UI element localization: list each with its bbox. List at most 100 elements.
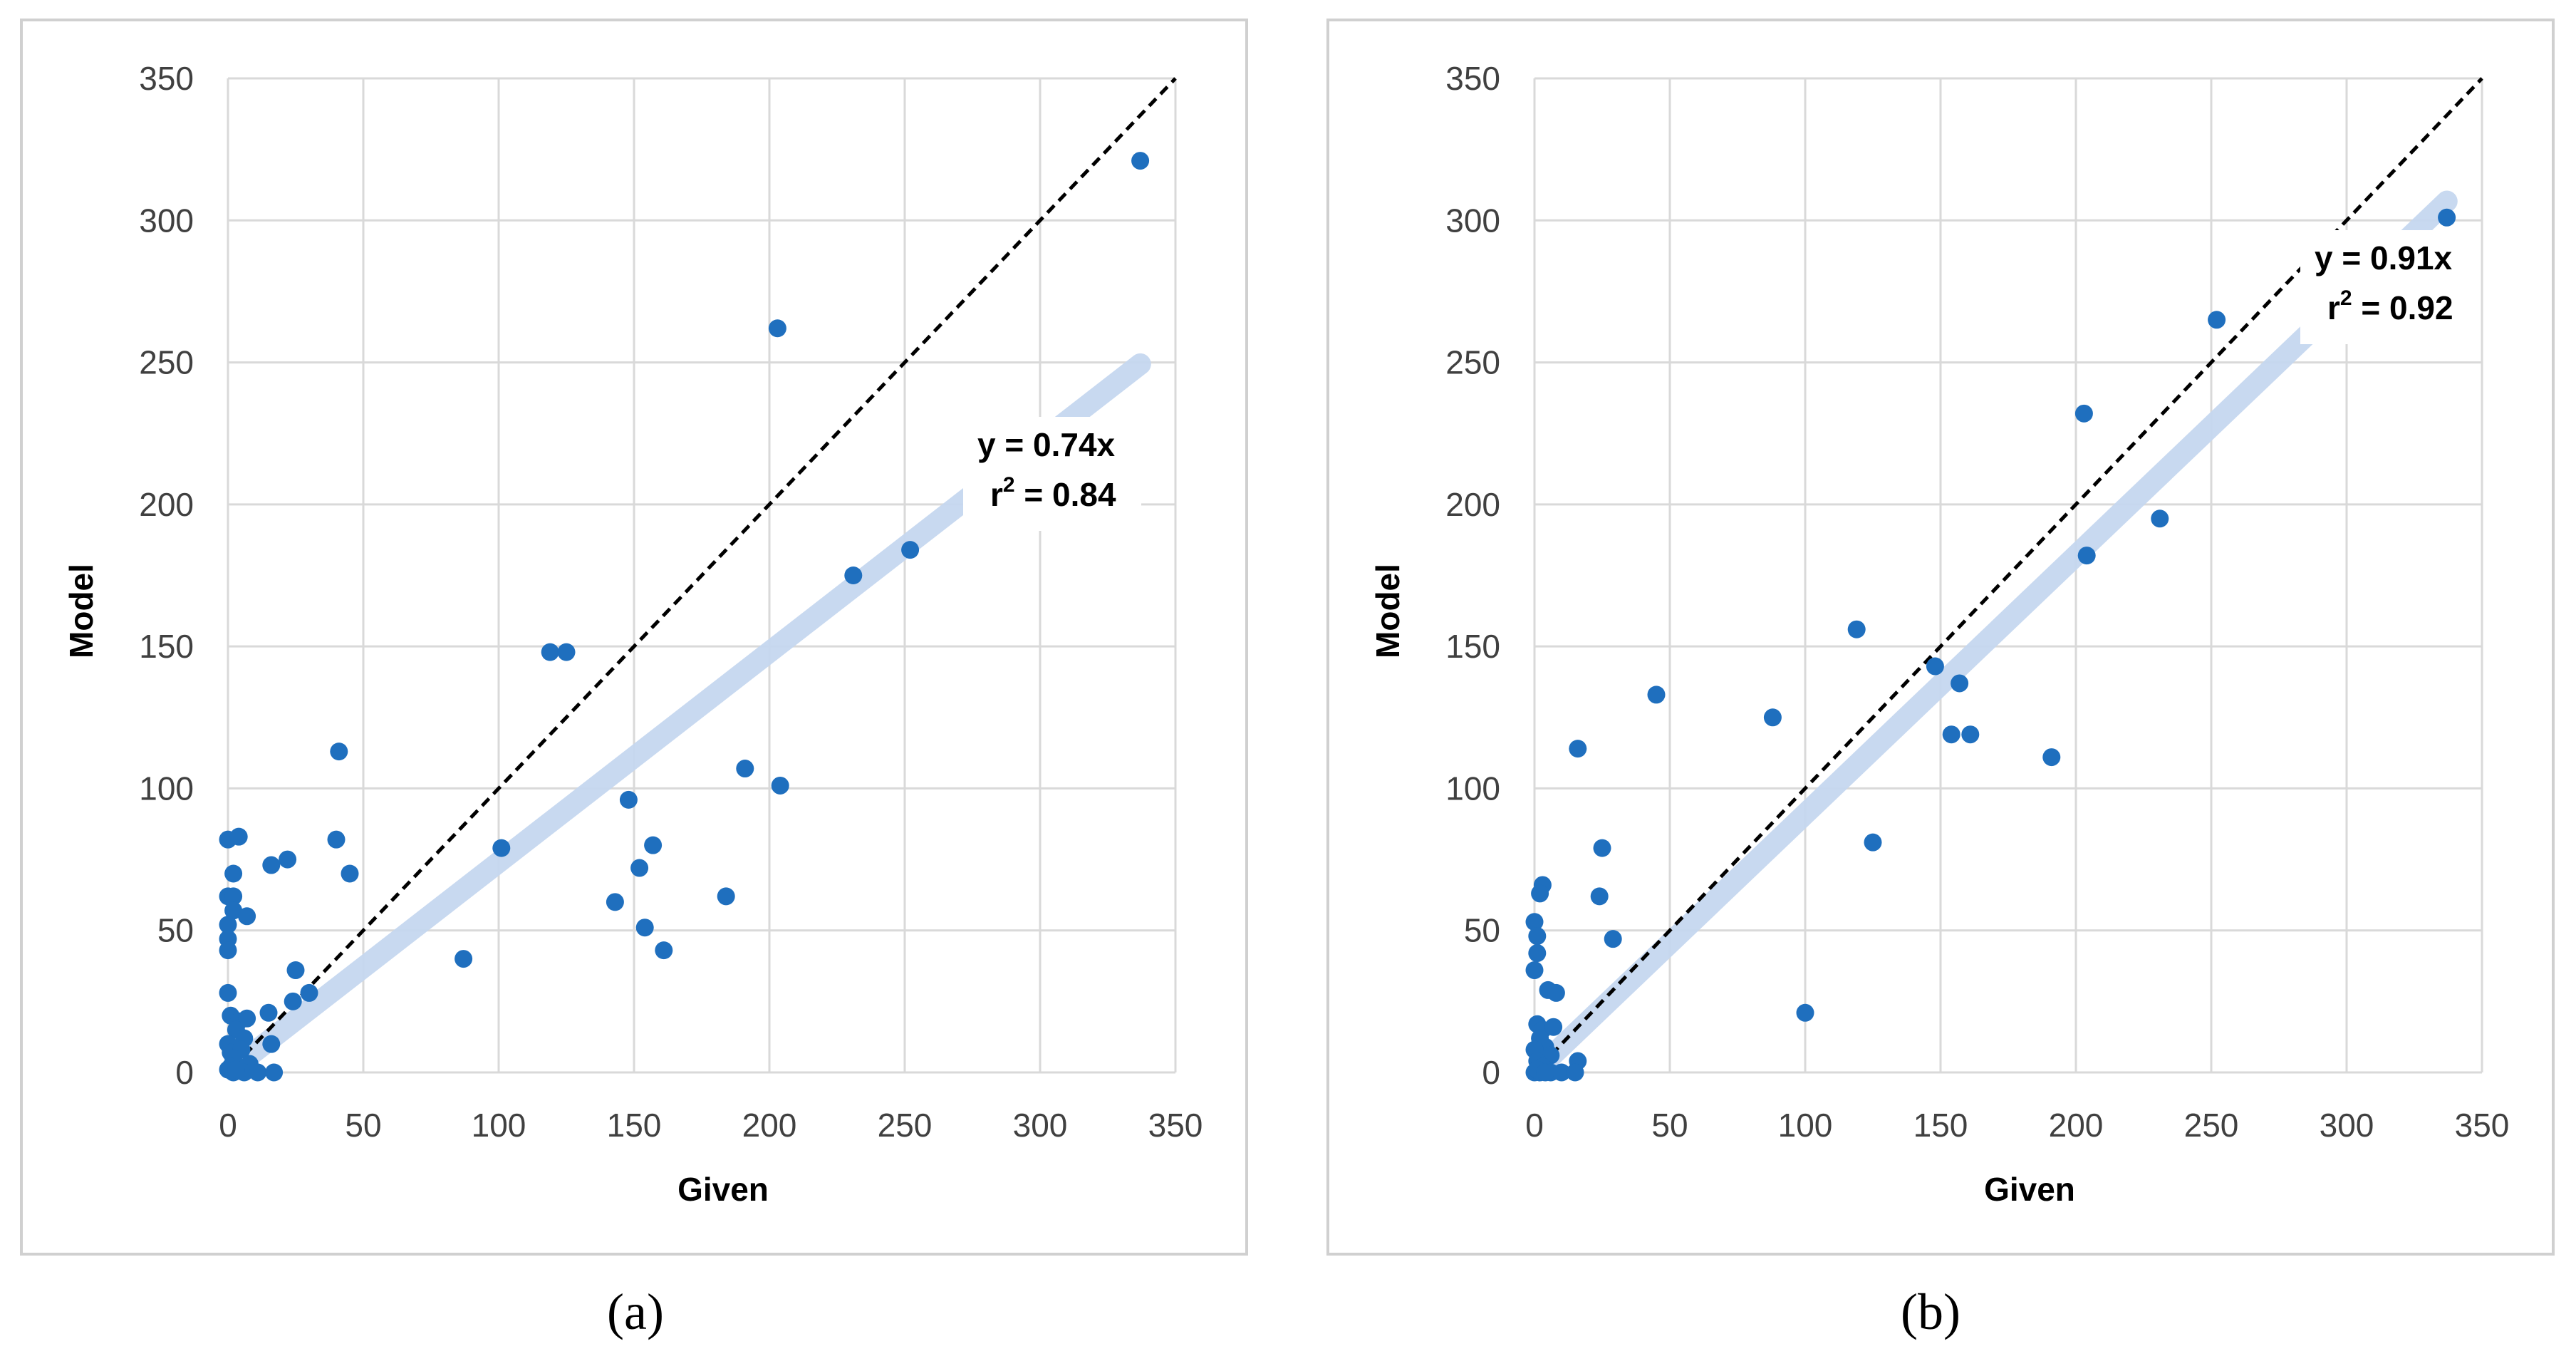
- chart-b-point-21: [1525, 913, 1544, 931]
- chart-b-xtick-250: 250: [2184, 1107, 2239, 1144]
- chart-b-point-22: [1528, 927, 1547, 946]
- chart-b-point-0: [2438, 208, 2456, 227]
- chart-a-point-29: [219, 916, 237, 934]
- chart-b-trendline: [1532, 190, 2458, 1076]
- chart-a-ytick-50: 50: [157, 912, 194, 949]
- chart-a-xtick-250: 250: [878, 1107, 933, 1144]
- chart-a-point-10: [492, 839, 511, 857]
- chart-a-point-34: [284, 992, 302, 1010]
- chart-a-point-19: [224, 864, 243, 883]
- chart-a-point-27: [224, 901, 243, 920]
- chart-b-ytick-0: 0: [1482, 1054, 1500, 1091]
- chart-a-point-12: [327, 830, 346, 849]
- chart-a-point-26: [224, 887, 243, 906]
- chart-a-point-52: [265, 1063, 284, 1082]
- chart-b-xtick-150: 150: [1913, 1107, 1968, 1144]
- chart-b-xtick-0: 0: [1525, 1107, 1544, 1144]
- chart-a-ytick-250: 250: [139, 344, 194, 381]
- chart-b-xtick-100: 100: [1778, 1107, 1833, 1144]
- chart-a-point-16: [630, 859, 649, 877]
- chart-a-xtick-350: 350: [1148, 1107, 1203, 1144]
- chart-b-point-9: [1961, 725, 1980, 744]
- chart-a-equation-bg: [963, 417, 1141, 531]
- chart-a-point-21: [606, 893, 624, 911]
- chart-b-point-14: [1864, 833, 1882, 852]
- chart-a-point-32: [286, 961, 305, 980]
- chart-a-xtick-100: 100: [472, 1107, 526, 1144]
- chart-a-point-28: [238, 907, 256, 926]
- chart-a-svg: 0 50 100 150 200 250 300 350 0 50 100 150 200 250 300 3…: [20, 19, 1248, 1256]
- chart-b-ytick-100: 100: [1445, 770, 1500, 807]
- chart-a-xlabel: Given: [677, 1171, 769, 1208]
- chart-b-xtick-50: 50: [1651, 1107, 1688, 1144]
- chart-b-point-15: [1796, 1003, 1814, 1022]
- chart-a-point-17: [279, 850, 297, 869]
- chart-a-point-51: [249, 1063, 267, 1082]
- chart-a-point-2: [901, 541, 920, 559]
- chart-b-r2-value: = 0.92: [2352, 289, 2453, 326]
- chart-b-point-5: [1847, 620, 1866, 638]
- chart-a-point-39: [238, 1009, 256, 1028]
- chart-b-point-18: [1604, 930, 1622, 948]
- chart-a-ytick-0: 0: [175, 1054, 194, 1091]
- chart-a-ytick-350: 350: [139, 60, 194, 97]
- chart-b-point-4: [2151, 509, 2169, 528]
- chart-a-point-36: [259, 1003, 278, 1022]
- chart-a-r-squared: r2 = 0.84: [990, 473, 1116, 513]
- chart-a-point-33: [300, 983, 318, 1002]
- chart-a-r2-prefix: r: [990, 476, 1003, 513]
- chart-a-point-8: [771, 776, 789, 795]
- chart-a-xtick-50: 50: [345, 1107, 381, 1144]
- chart-a-point-4: [541, 643, 559, 661]
- chart-b-ytick-200: 200: [1445, 486, 1500, 523]
- chart-a-point-9: [619, 790, 638, 809]
- chart-b-point-26: [1547, 983, 1565, 1002]
- chart-a-point-14: [229, 827, 248, 846]
- chart-a-ytick-200: 200: [139, 486, 194, 523]
- chart-a-ylabel: Model: [63, 564, 100, 658]
- chart-b-point-10: [2042, 748, 2061, 767]
- chart-a-point-6: [330, 743, 348, 761]
- chart-a-point-11: [644, 836, 663, 854]
- chart-b-point-1: [2208, 311, 2226, 329]
- chart-a-point-54: [227, 1060, 245, 1079]
- chart-a-ytick-100: 100: [139, 770, 194, 807]
- chart-b-point-24: [1525, 961, 1544, 980]
- chart-b-point-43: [1536, 1063, 1554, 1082]
- chart-b-point-2: [2074, 404, 2093, 423]
- chart-a-xtick-0: 0: [219, 1107, 237, 1144]
- chart-panel-b: 0 50 100 150 200 250 300 350 0 50 100 150 200 250 300 3…: [1307, 0, 2576, 1268]
- chart-b-point-23: [1528, 944, 1547, 963]
- chart-a-point-31: [219, 941, 237, 960]
- chart-a-ytick-150: 150: [139, 628, 194, 665]
- chart-b-point-7: [1951, 674, 1969, 693]
- chart-b-point-13: [1569, 740, 1587, 758]
- chart-b-ytick-300: 300: [1445, 202, 1500, 239]
- chart-b-r2-sup: 2: [2340, 286, 2352, 310]
- chart-a-point-47: [262, 1035, 281, 1053]
- chart-b-ylabel: Model: [1369, 564, 1406, 658]
- chart-b-xtick-300: 300: [2320, 1107, 2374, 1144]
- chart-a-point-5: [557, 643, 576, 661]
- chart-panel-a: 0 50 100 150 200 250 300 350 0 50 100 150 200 250 300 3…: [0, 0, 1269, 1268]
- chart-a-r2-sup: 2: [1003, 473, 1015, 497]
- caption-a: (a): [564, 1283, 707, 1342]
- chart-a-point-22: [635, 919, 654, 937]
- chart-b-ytick-50: 50: [1464, 912, 1500, 949]
- chart-b-point-6: [1926, 657, 1944, 676]
- chart-a-point-0: [1131, 152, 1150, 170]
- chart-a-point-18: [262, 856, 281, 874]
- chart-b-point-12: [1763, 708, 1782, 727]
- chart-b-point-8: [1942, 725, 1960, 744]
- chart-b-ytick-250: 250: [1445, 344, 1500, 381]
- chart-a-r2-value: = 0.84: [1015, 476, 1116, 513]
- chart-a-point-15: [341, 864, 359, 883]
- chart-b-ytick-350: 350: [1445, 60, 1500, 97]
- caption-b-text: (b): [1901, 1283, 1960, 1340]
- chart-b-r-squared: r2 = 0.92: [2327, 286, 2453, 326]
- chart-a-point-1: [768, 319, 786, 338]
- chart-b-point-16: [1593, 839, 1611, 857]
- chart-b-svg: 0 50 100 150 200 250 300 350 0 50 100 150 200 250 300 3…: [1326, 19, 2555, 1256]
- chart-b-ytick-150: 150: [1445, 628, 1500, 665]
- chart-b-point-3: [2077, 547, 2096, 565]
